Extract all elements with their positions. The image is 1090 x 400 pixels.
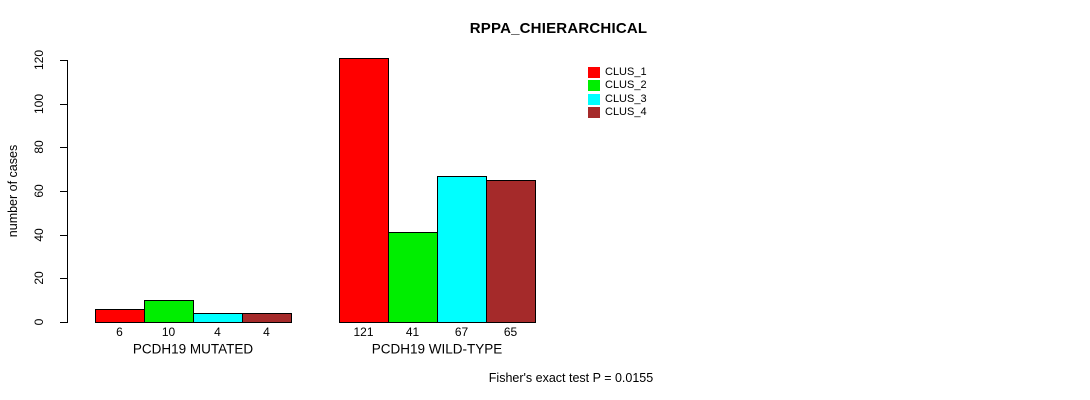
bar-clus-2-pcdh19-wild-type (388, 232, 438, 323)
y-axis-tick-label: 80 (32, 140, 46, 154)
legend-label-clus_3: CLUS_3 (605, 92, 647, 105)
legend-swatch-clus_1 (588, 67, 600, 79)
bar-value-clus-3-pcdh19-wild-type: 67 (454, 325, 469, 339)
legend-swatch-clus_2 (588, 80, 600, 92)
y-axis-tick (60, 278, 67, 279)
y-axis-tick (60, 191, 67, 192)
bar-value-clus-4-pcdh19-mutated: 4 (263, 325, 270, 339)
chart-title: RPPA_CHIERARCHICAL (469, 20, 648, 37)
y-axis-tick-label: 0 (32, 318, 46, 326)
legend-item-clus_3: CLUS_3 (588, 93, 647, 106)
y-axis-tick-label: 100 (32, 93, 46, 115)
legend-swatch-clus_3 (588, 93, 600, 105)
bar-clus-4-pcdh19-wild-type (486, 180, 536, 323)
legend-item-clus_1: CLUS_1 (588, 66, 647, 79)
y-axis-tick-label: 40 (32, 228, 46, 242)
legend-label-clus_2: CLUS_2 (605, 79, 647, 92)
legend-swatch-clus_4 (588, 107, 600, 119)
bar-clus-2-pcdh19-mutated (144, 300, 194, 323)
legend-label-clus_1: CLUS_1 (605, 66, 647, 79)
y-axis-tick (60, 147, 67, 148)
bar-value-clus-2-pcdh19-wild-type: 41 (405, 325, 420, 339)
annotation-text: Fisher's exact test P = 0.0155 (488, 371, 654, 385)
y-axis-tick (60, 235, 67, 236)
bar-value-clus-4-pcdh19-wild-type: 65 (503, 325, 518, 339)
legend-item-clus_2: CLUS_2 (588, 79, 647, 92)
y-axis-tick (60, 60, 67, 61)
y-axis-tick-label: 20 (32, 271, 46, 285)
y-axis-line (67, 60, 68, 323)
bar-value-clus-1-pcdh19-wild-type: 121 (353, 325, 374, 339)
bar-value-clus-1-pcdh19-mutated: 6 (116, 325, 123, 339)
y-axis-tick (60, 322, 67, 323)
bar-clus-1-pcdh19-wild-type (339, 58, 389, 323)
bar-clus-3-pcdh19-wild-type (437, 176, 487, 323)
y-axis-tick-label: 60 (32, 184, 46, 198)
bar-value-clus-2-pcdh19-mutated: 10 (161, 325, 176, 339)
bar-clus-4-pcdh19-mutated (242, 313, 292, 323)
group-label-pcdh19-mutated: PCDH19 MUTATED (132, 341, 254, 357)
y-axis-tick-label: 120 (32, 49, 46, 71)
legend: CLUS_1 CLUS_2 CLUS_3 CLUS_4 (588, 66, 647, 119)
legend-item-clus_4: CLUS_4 (588, 106, 647, 119)
bar-clus-3-pcdh19-mutated (193, 313, 243, 323)
bar-clus-1-pcdh19-mutated (95, 309, 145, 323)
y-axis-tick (60, 104, 67, 105)
bar-value-clus-3-pcdh19-mutated: 4 (214, 325, 221, 339)
legend-label-clus_4: CLUS_4 (605, 106, 647, 119)
y-axis-title: number of cases (6, 144, 20, 238)
group-label-pcdh19-wild-type: PCDH19 WILD-TYPE (371, 341, 503, 357)
